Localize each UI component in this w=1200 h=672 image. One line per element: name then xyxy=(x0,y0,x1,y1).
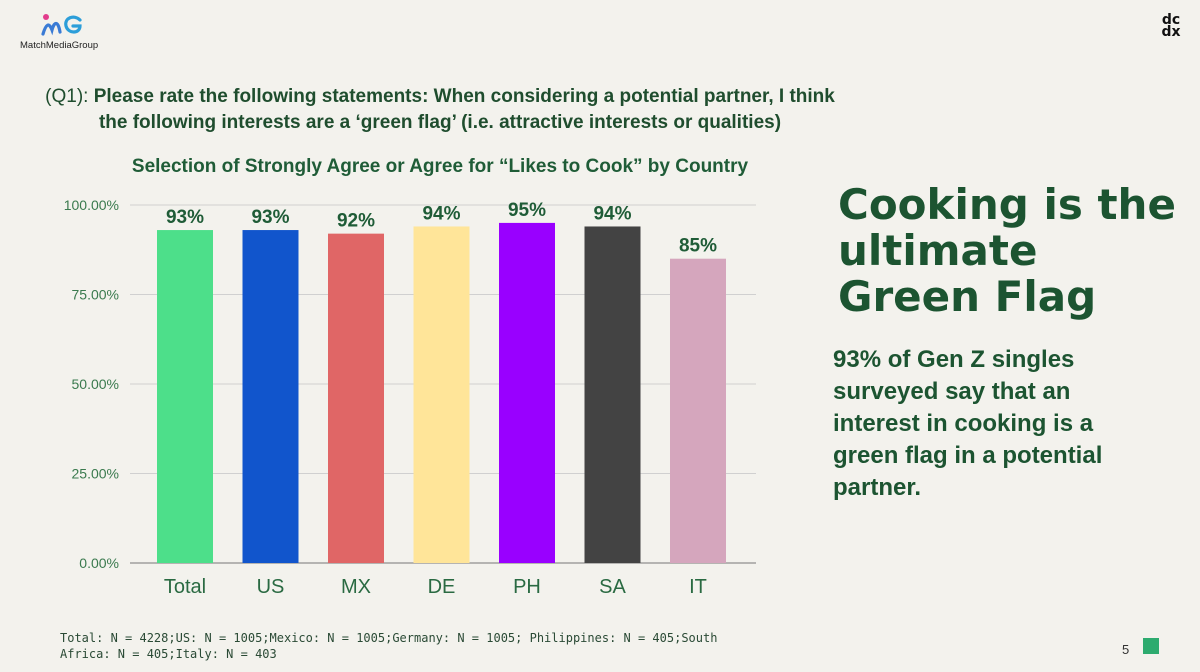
y-tick-label: 75.00% xyxy=(72,287,119,303)
y-tick-label: 100.00% xyxy=(64,197,119,213)
bar-us xyxy=(242,230,299,563)
headline: Cooking is the ultimate Green Flag xyxy=(838,180,1176,321)
page-number: 5 xyxy=(1122,642,1130,657)
bar-sa xyxy=(584,226,641,564)
question-prefix: (Q1): xyxy=(45,86,89,107)
y-tick-label: 25.00% xyxy=(72,466,119,482)
x-tick-label: US xyxy=(257,576,285,598)
x-tick-label: PH xyxy=(513,576,541,598)
dcdx-logo: dc dx xyxy=(1161,12,1181,40)
y-tick-label: 0.00% xyxy=(79,555,119,571)
y-tick-label: 50.00% xyxy=(72,376,119,392)
x-tick-label: SA xyxy=(599,576,626,598)
data-label: 95% xyxy=(508,200,546,221)
x-tick-label: Total xyxy=(164,576,206,598)
data-label: 92% xyxy=(337,211,375,232)
page-marker-square xyxy=(1143,638,1159,654)
question-body: Please rate the following statements: Wh… xyxy=(93,86,835,133)
bar-total xyxy=(157,230,213,563)
matchmediagroup-logo: MatchMediaGroup xyxy=(20,12,112,54)
x-tick-label: MX xyxy=(341,576,371,598)
data-label: 94% xyxy=(422,203,460,224)
data-label: 94% xyxy=(593,203,631,224)
bar-it xyxy=(670,258,726,563)
x-tick-label: DE xyxy=(428,576,456,598)
sample-size-footnote: Total: N = 4228;US: N = 1005;Mexico: N =… xyxy=(60,631,718,661)
question-text: (Q1): Please rate the following statemen… xyxy=(40,84,840,136)
data-label: 93% xyxy=(251,207,289,228)
x-tick-label: IT xyxy=(689,576,707,598)
data-label: 93% xyxy=(166,207,204,228)
matchmediagroup-wordmark: MatchMediaGroup xyxy=(20,40,99,51)
bar-chart: 0.00% 25.00% 50.00% 75.00% 100.00% 93% Total 93… xyxy=(64,197,756,598)
mg-logo-icon xyxy=(41,14,82,36)
bar-de xyxy=(413,226,470,564)
bar-ph xyxy=(499,222,555,563)
chart-title: Selection of Strongly Agree or Agree for… xyxy=(131,156,749,177)
headline-subtext: 93% of Gen Z singles surveyed say that a… xyxy=(833,346,1103,501)
bar-mx xyxy=(328,233,384,563)
data-label: 85% xyxy=(679,236,717,257)
